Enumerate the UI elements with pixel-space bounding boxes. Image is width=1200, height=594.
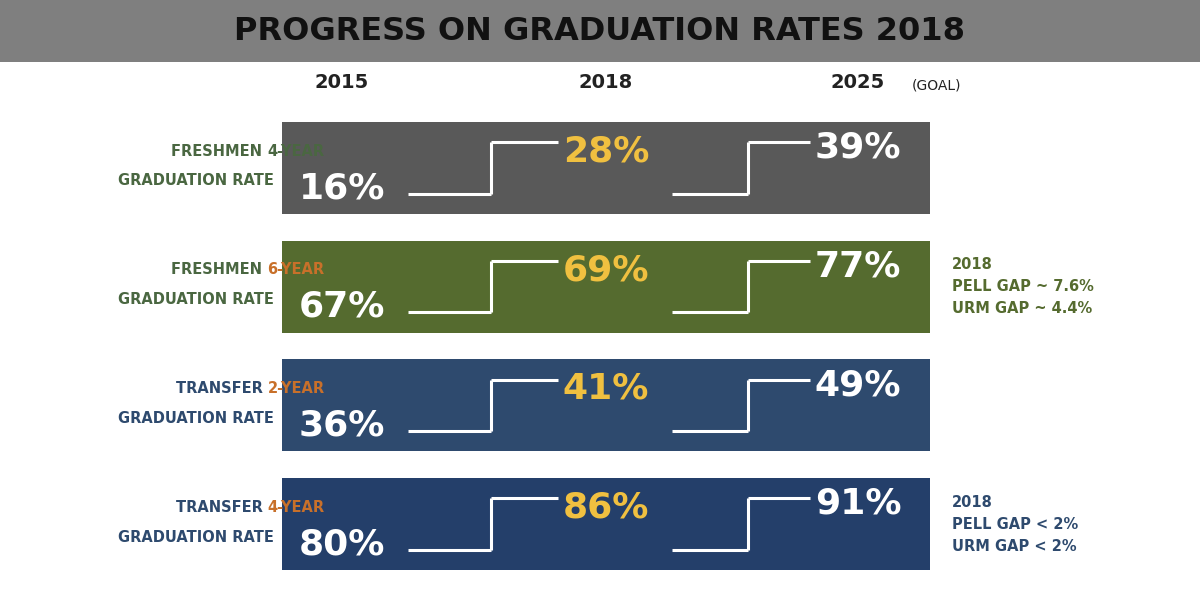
FancyBboxPatch shape	[282, 241, 930, 333]
Text: 67%: 67%	[299, 290, 385, 324]
Text: 41%: 41%	[563, 372, 649, 406]
Text: 2-YEAR: 2-YEAR	[268, 381, 325, 396]
FancyBboxPatch shape	[282, 478, 930, 570]
Text: GRADUATION RATE: GRADUATION RATE	[118, 530, 274, 545]
Text: 77%: 77%	[815, 249, 901, 283]
Text: 28%: 28%	[563, 134, 649, 168]
Text: TRANSFER: TRANSFER	[175, 500, 268, 515]
FancyBboxPatch shape	[282, 122, 930, 214]
Text: GRADUATION RATE: GRADUATION RATE	[118, 292, 274, 307]
Text: FRESHMEN: FRESHMEN	[172, 144, 268, 159]
Text: 4-YEAR: 4-YEAR	[268, 144, 325, 159]
Text: 2018
PELL GAP < 2%
URM GAP < 2%: 2018 PELL GAP < 2% URM GAP < 2%	[952, 494, 1078, 554]
FancyBboxPatch shape	[0, 0, 1200, 62]
Text: GRADUATION RATE: GRADUATION RATE	[118, 173, 274, 188]
Text: TRANSFER: TRANSFER	[175, 381, 268, 396]
Text: 2025: 2025	[830, 73, 886, 92]
Text: (GOAL): (GOAL)	[912, 78, 961, 92]
Text: PROGRESS ON GRADUATION RATES 2018: PROGRESS ON GRADUATION RATES 2018	[234, 15, 966, 47]
Text: 91%: 91%	[815, 487, 901, 521]
FancyBboxPatch shape	[282, 359, 930, 451]
Text: 49%: 49%	[815, 368, 901, 402]
Text: 4-YEAR: 4-YEAR	[268, 500, 325, 515]
Text: 80%: 80%	[299, 527, 385, 561]
Text: 16%: 16%	[299, 171, 385, 205]
Text: 39%: 39%	[815, 131, 901, 165]
Text: GRADUATION RATE: GRADUATION RATE	[118, 411, 274, 426]
Text: 2018
PELL GAP ~ 7.6%
URM GAP ~ 4.4%: 2018 PELL GAP ~ 7.6% URM GAP ~ 4.4%	[952, 257, 1093, 316]
Text: 2018: 2018	[578, 73, 634, 92]
Text: 86%: 86%	[563, 491, 649, 525]
Text: 6-YEAR: 6-YEAR	[268, 263, 325, 277]
Text: 36%: 36%	[299, 409, 385, 443]
Text: FRESHMEN: FRESHMEN	[172, 263, 268, 277]
Text: 69%: 69%	[563, 253, 649, 287]
Text: 2015: 2015	[314, 73, 370, 92]
